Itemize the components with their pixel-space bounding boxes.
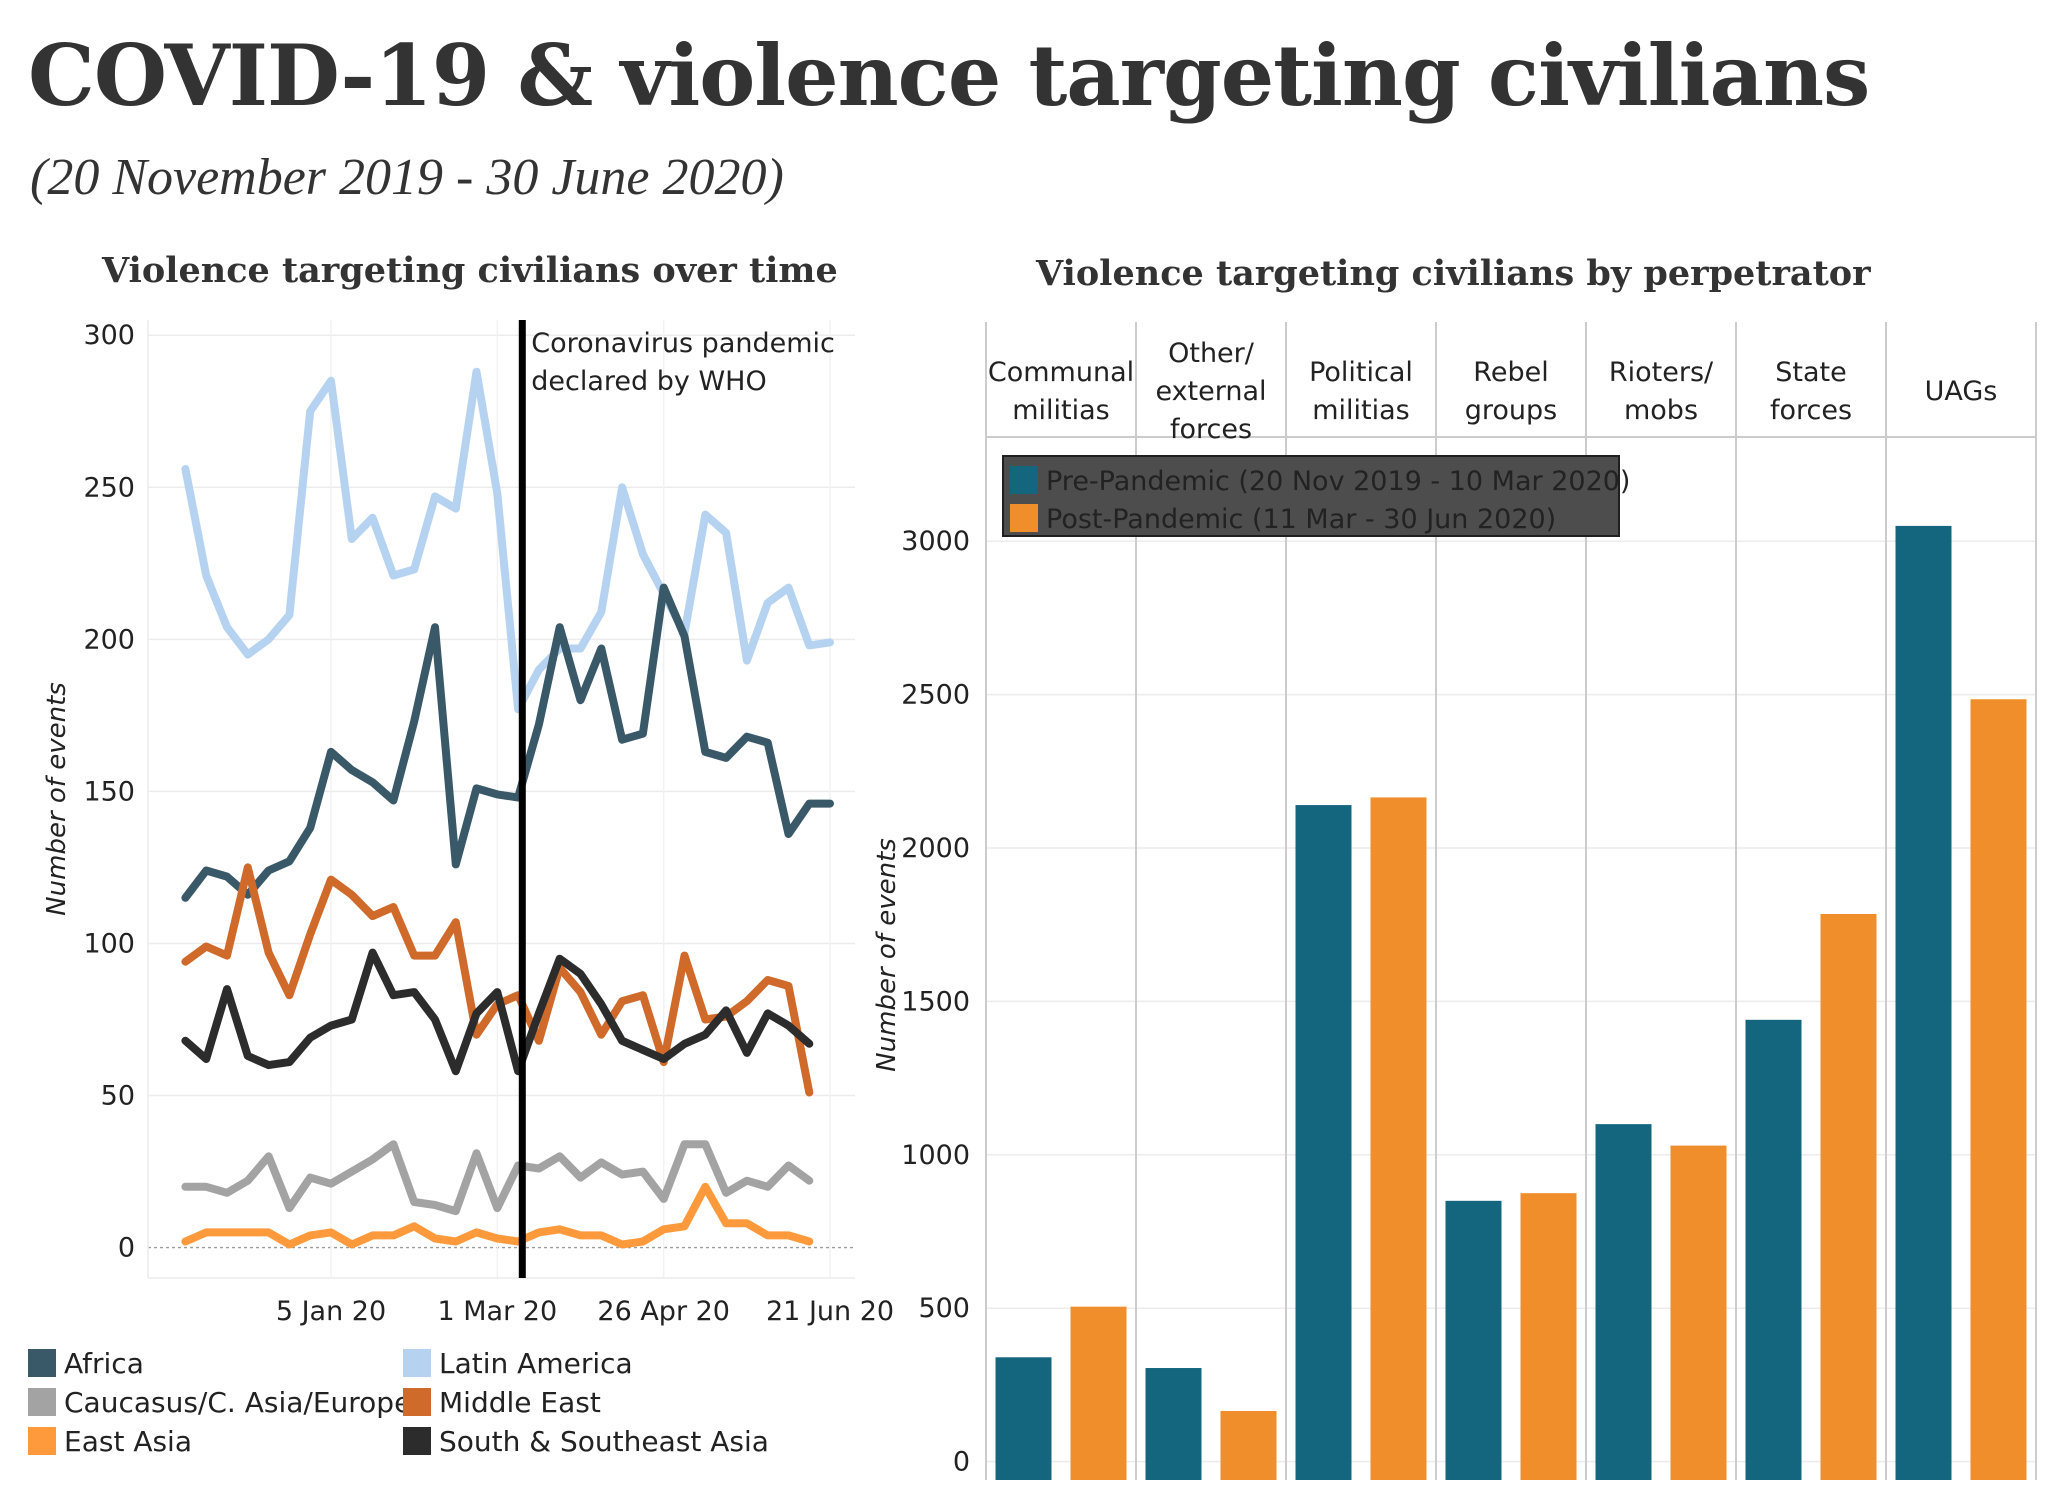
bar-post-political-militias [1370,797,1427,1480]
y-tick-label: 3000 [901,526,970,557]
legend-label-east-asia: East Asia [64,1424,192,1458]
bar-post-uags [1970,699,2027,1480]
y-axis-label: Number of events [872,838,902,1072]
page-title: COVID-19 & violence targeting civilians [28,26,1870,125]
legend-swatch-caucasus [28,1388,56,1416]
facet-label: forces [1170,414,1252,445]
y-tick-label: 300 [83,320,135,351]
legend-label-africa: Africa [64,1346,144,1380]
y-tick-label: 1000 [901,1140,970,1171]
y-axis-label: Number of events [42,682,72,916]
pandemic-annotation: Coronavirus pandemic [531,328,835,359]
facet-label: militias [1312,395,1410,426]
bar-pre-state-forces [1745,1019,1802,1480]
bar-post-rioters-mobs [1670,1145,1727,1480]
facet-label: militias [1012,395,1110,426]
legend-label: Pre-Pandemic (20 Nov 2019 - 10 Mar 2020) [1046,466,1630,497]
legend-item-south-asia: South & Southeast Asia [403,1423,769,1459]
facet-label: Political [1309,357,1413,388]
facet-label: Rioters/ [1609,357,1714,388]
legend-label-south-asia: South & Southeast Asia [439,1424,769,1458]
facet-label: Other/ [1168,338,1255,369]
y-tick-label: 150 [83,776,135,807]
legend-swatch-latin-america [403,1349,431,1377]
line-chart: 0 50 100 150 200 250 300 5 Jan 20 1 Mar 20 26 Apr… [42,320,894,1327]
bar-pre-rebel-groups [1445,1200,1502,1480]
line-chart-legend: Africa Caucasus/C. Asia/Europe East Asia… [28,1345,788,1475]
y-tick-label: 500 [918,1293,970,1324]
legend-item-east-asia: East Asia [28,1423,192,1459]
bar-pre-rioters-mobs [1595,1124,1652,1480]
bar-pre-other-external-forces [1145,1368,1202,1480]
y-tick-label: 250 [83,472,135,503]
facet-label: mobs [1624,395,1698,426]
legend-swatch-middle-east [403,1388,431,1416]
legend-label: Post-Pandemic (11 Mar - 30 Jun 2020) [1046,504,1556,535]
legend-label-latin-america: Latin America [439,1346,633,1380]
bar-post-rebel-groups [1520,1193,1577,1480]
bar-chart-title: Violence targeting civilians by perpetra… [1036,253,1871,294]
legend-swatch [1010,466,1038,494]
legend-swatch-africa [28,1349,56,1377]
bar-chart: 0 500 1000 1500 2000 2500 3000 Communal militias… [872,322,2037,1480]
series-line-south-southeast-asia [181,948,814,1076]
bar-post-communal-militias [1070,1306,1127,1480]
legend-item-africa: Africa [28,1345,144,1381]
bar-pre-uags [1895,525,1952,1480]
x-tick-label: 1 Mar 20 [438,1296,558,1327]
legend-swatch-south-asia [403,1427,431,1455]
bar-post-state-forces [1820,913,1877,1480]
series-line-africa [181,583,834,902]
legend-label-caucasus: Caucasus/C. Asia/Europe [64,1385,412,1419]
facet-label: Communal [988,357,1134,388]
series-line-caucasus-c-asia-europe [181,1140,814,1216]
series-line-latin-america [181,367,834,714]
facet-label: groups [1465,395,1557,426]
series-line-east-asia [181,1182,814,1249]
facet-label: UAGs [1925,376,1998,407]
y-tick-label: 2500 [901,680,970,711]
legend-item-latin-america: Latin America [403,1345,633,1381]
legend-label-middle-east: Middle East [439,1385,601,1419]
bar-pre-communal-militias [995,1357,1052,1480]
line-chart-title: Violence targeting civilians over time [102,250,838,291]
bar-chart-legend: Pre-Pandemic (20 Nov 2019 - 10 Mar 2020)… [1002,455,1630,537]
page-subtitle: (20 November 2019 - 30 June 2020) [30,149,784,206]
y-tick-label: 0 [953,1447,970,1478]
facet-label: State [1775,357,1846,388]
legend-swatch [1010,504,1038,532]
legend-swatch-east-asia [28,1427,56,1455]
y-tick-label: 200 [83,624,135,655]
bar-pre-political-militias [1295,805,1352,1480]
facet-label: forces [1770,395,1852,426]
legend-item-middle-east: Middle East [403,1384,601,1420]
facet-label: external [1155,376,1266,407]
y-tick-label: 0 [118,1233,135,1264]
x-tick-label: 5 Jan 20 [276,1296,386,1327]
bar-post-other-external-forces [1220,1410,1277,1480]
legend-box [1002,455,1620,537]
x-tick-label: 21 Jun 20 [766,1296,894,1327]
y-tick-label: 1500 [901,986,970,1017]
pandemic-annotation: declared by WHO [531,366,766,397]
y-tick-label: 100 [83,928,135,959]
facet-label: Rebel [1473,357,1548,388]
x-tick-label: 26 Apr 20 [597,1296,730,1327]
legend-item-caucasus: Caucasus/C. Asia/Europe [28,1384,411,1420]
y-tick-label: 2000 [901,833,970,864]
y-tick-label: 50 [101,1081,135,1112]
